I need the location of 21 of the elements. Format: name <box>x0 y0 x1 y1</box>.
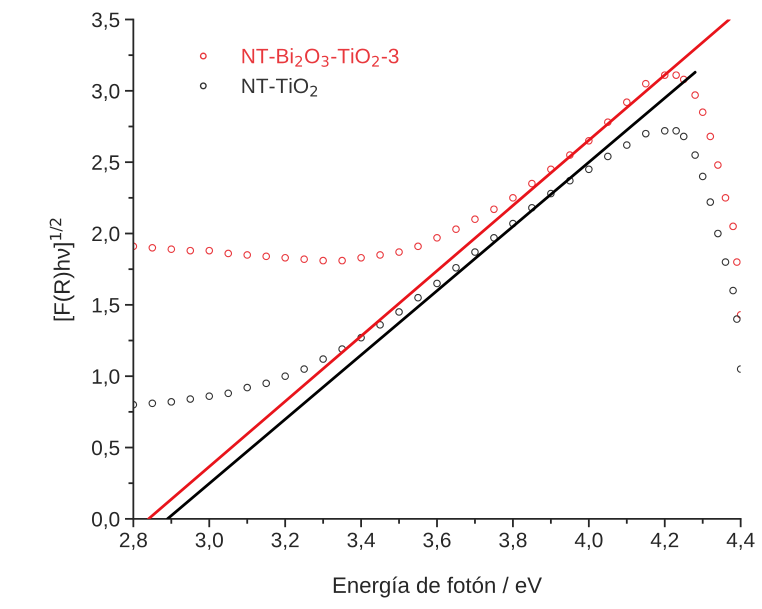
y-tick-label: 1,0 <box>92 369 120 386</box>
x-tick-label: 4,2 <box>650 532 678 550</box>
x-tick-label: 3,6 <box>423 532 451 550</box>
y-tick-label: 3,5 <box>92 12 120 30</box>
y-tick-label: 2,0 <box>92 226 120 244</box>
x-tick-label: 2,8 <box>120 532 147 550</box>
y-tick-label: 0,0 <box>92 512 120 530</box>
x-tick-label: 3,2 <box>271 532 299 550</box>
legend-label: NT-TiO$_{2}$ <box>242 78 318 96</box>
y-axis-title: [F(R)hν]$^{1/2}$ <box>50 218 74 320</box>
x-tick-label: 3,4 <box>347 532 375 550</box>
x-tick-label: 3,0 <box>196 532 223 550</box>
y-tick-label: 2,5 <box>92 155 120 172</box>
x-tick-label: 3,8 <box>499 532 526 550</box>
x-tick-label: 4,4 <box>726 532 755 550</box>
legend-label: NT-Bi$_{2}$O$_{3}$-TiO$_{2}$-3 <box>242 48 398 67</box>
y-tick-label: 1,5 <box>92 298 120 316</box>
y-tick-label: 3,0 <box>92 84 120 102</box>
x-axis-title: Energía de fotón / eV <box>334 576 542 598</box>
x-tick-label: 4,0 <box>574 532 602 550</box>
y-tick-label: 0,5 <box>92 440 120 458</box>
